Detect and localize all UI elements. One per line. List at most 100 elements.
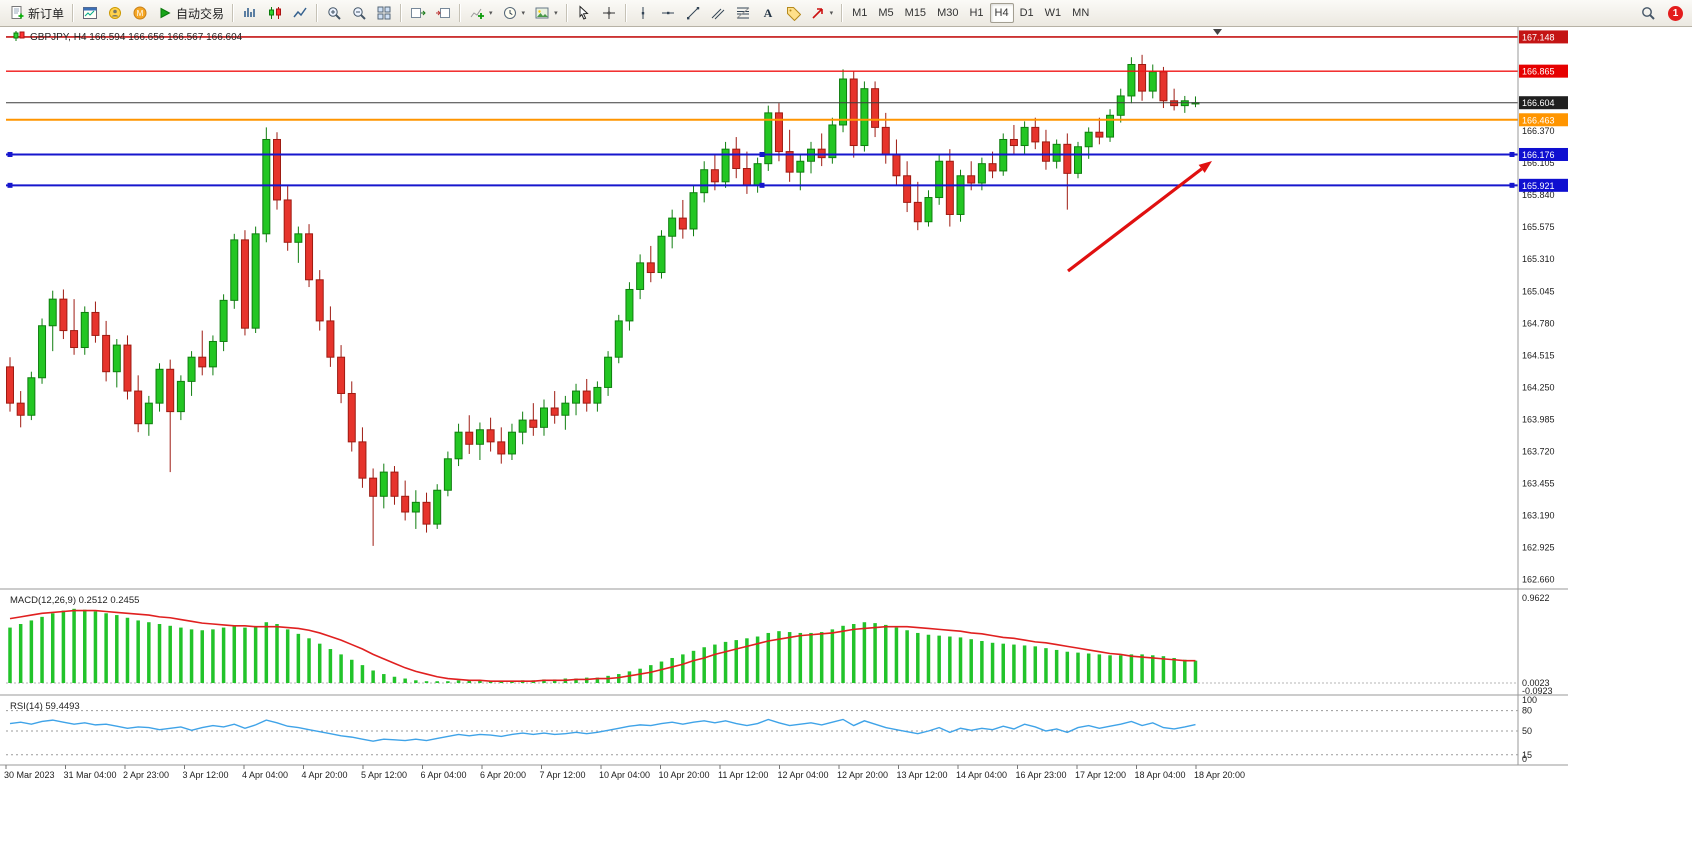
timeframe-d1[interactable]: D1	[1015, 3, 1039, 23]
timeframe-h4[interactable]: H4	[989, 3, 1014, 23]
bullish-candle	[1148, 71, 1157, 92]
macd-bar	[1054, 649, 1059, 683]
profiles-button[interactable]	[103, 1, 127, 25]
crosshair-button[interactable]	[597, 1, 621, 25]
timeframe-m15[interactable]: M15	[900, 3, 931, 23]
price-axis[interactable]	[1518, 27, 1578, 765]
bearish-candle	[315, 279, 324, 322]
price-grid-label: 164.515	[1522, 350, 1555, 360]
bullish-candle	[935, 160, 944, 199]
macd-bar	[766, 632, 771, 683]
zoom-in-button[interactable]	[322, 1, 346, 25]
equidistant-channel-button[interactable]	[706, 1, 730, 25]
candlestick-chart-button[interactable]	[263, 1, 287, 25]
bearish-candle	[913, 201, 922, 223]
line-handle[interactable]	[759, 151, 765, 157]
time-axis-label: 4 Apr 20:00	[302, 770, 348, 780]
tile-icon	[376, 5, 392, 21]
templates-button[interactable]: ▾	[530, 1, 562, 25]
horizontal-line-button[interactable]	[656, 1, 680, 25]
bullish-candle	[828, 124, 837, 159]
tile-windows-button[interactable]	[372, 1, 396, 25]
time-axis-label: 18 Apr 20:00	[1194, 770, 1245, 780]
chart-background	[0, 27, 1692, 850]
bearish-candle	[486, 429, 495, 443]
fibonacci-button[interactable]	[731, 1, 755, 25]
line-handle[interactable]	[7, 182, 13, 188]
line-chart-button[interactable]	[288, 1, 312, 25]
cursor-button[interactable]	[572, 1, 596, 25]
bearish-candle	[550, 407, 559, 416]
macd-bar	[595, 677, 600, 683]
new-order-button[interactable]: 新订单	[5, 1, 68, 25]
indicators-button[interactable]: ▾	[465, 1, 497, 25]
text-label-button[interactable]	[781, 1, 805, 25]
chart-plot-area[interactable]	[6, 27, 1518, 587]
price-grid-label: 165.840	[1522, 190, 1555, 200]
trend-arrow[interactable]	[1067, 167, 1203, 273]
macd-bar	[734, 640, 738, 683]
text-button[interactable]: A	[756, 1, 780, 25]
trend-arrow-head[interactable]	[1198, 161, 1212, 173]
macd-bar	[136, 620, 140, 683]
price-badge-label: 167.148	[1522, 32, 1555, 42]
bearish-candle	[1041, 141, 1050, 162]
autotrade-icon	[157, 5, 173, 21]
macd-bar	[328, 649, 333, 683]
scroll-to-end-marker[interactable]	[1213, 29, 1222, 35]
trendline-button[interactable]	[681, 1, 705, 25]
macd-bar	[894, 627, 899, 683]
vline-icon	[635, 5, 651, 21]
bar-chart-button[interactable]	[238, 1, 262, 25]
indicators-icon	[469, 5, 485, 21]
macd-bar	[435, 681, 439, 683]
timeframe-m30[interactable]: M30	[932, 3, 963, 23]
bullish-candle	[80, 311, 89, 349]
metaquotes-button[interactable]: M	[128, 1, 152, 25]
line-handle[interactable]	[759, 182, 765, 188]
line-handle[interactable]	[1509, 151, 1515, 157]
bearish-candle	[465, 431, 474, 445]
bullish-candle	[507, 431, 516, 455]
bullish-candle	[764, 112, 773, 165]
chart-shift-button[interactable]	[431, 1, 455, 25]
macd-bar	[157, 624, 162, 683]
bearish-candle	[102, 334, 111, 373]
macd-bar	[1097, 654, 1102, 683]
timeframe-mn[interactable]: MN	[1067, 3, 1094, 23]
auto-scroll-button[interactable]	[406, 1, 430, 25]
autotrading-button[interactable]: 自动交易	[153, 1, 228, 25]
linechart-icon	[292, 5, 308, 21]
timeframe-m1-label: M1	[852, 7, 868, 19]
bearish-candle	[326, 320, 335, 358]
timeframe-mn-label: MN	[1072, 7, 1090, 19]
bullish-candle	[251, 233, 260, 329]
notification-badge[interactable]: 1	[1668, 5, 1683, 21]
vertical-line-button[interactable]	[631, 1, 655, 25]
timeframe-m1[interactable]: M1	[847, 3, 872, 23]
price-badge-label: 166.176	[1522, 150, 1555, 160]
search-button[interactable]	[1636, 1, 1660, 25]
svg-text:A: A	[763, 6, 772, 20]
bullish-candle	[1127, 63, 1136, 97]
zoom-out-button[interactable]	[347, 1, 371, 25]
bearish-candle	[881, 126, 890, 155]
line-handle[interactable]	[1509, 182, 1515, 188]
line-handle[interactable]	[7, 151, 13, 157]
macd-bar	[1086, 653, 1091, 683]
chart-window-icon	[82, 5, 98, 21]
price-badge	[1519, 96, 1568, 110]
chart-window-button[interactable]	[78, 1, 102, 25]
bearish-candle	[337, 356, 346, 394]
timeframe-h1[interactable]: H1	[964, 3, 988, 23]
arrows-button[interactable]: ▾	[806, 1, 838, 25]
macd-bar	[638, 668, 642, 683]
time-axis-label: 31 Mar 04:00	[64, 770, 117, 780]
macd-bar	[360, 665, 365, 683]
timeframe-m5[interactable]: M5	[873, 3, 898, 23]
toolbar-right: 1	[1636, 1, 1687, 25]
bullish-candle	[593, 386, 602, 404]
timeframe-w1[interactable]: W1	[1040, 3, 1067, 23]
periods-button[interactable]: ▾	[498, 1, 530, 25]
bullish-candle	[689, 192, 698, 230]
